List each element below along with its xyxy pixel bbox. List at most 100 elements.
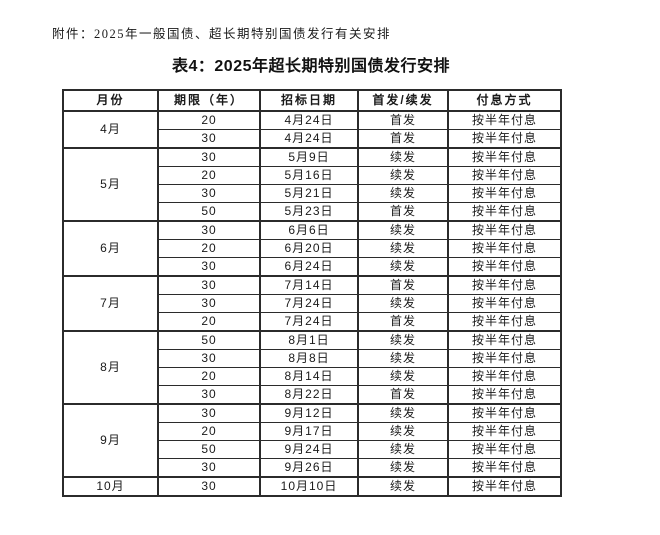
term-cell: 30 [157,129,261,149]
tender-date-cell: 8月1日 [259,330,359,350]
issue-type-cell: 续发 [357,440,449,459]
payment-method-cell: 按半年付息 [447,257,562,277]
term-cell: 20 [157,422,261,441]
table-row: 20 9月17日 续发 按半年付息 [63,422,562,441]
term-cell: 50 [157,440,261,459]
payment-method-cell: 按半年付息 [447,275,562,295]
column-header-tender-date: 招标日期 [259,89,359,112]
payment-method-cell: 按半年付息 [447,312,562,332]
tender-date-cell: 6月20日 [259,239,359,258]
tender-date-cell: 5月23日 [259,202,359,222]
table-row: 20 6月20日 续发 按半年付息 [63,239,562,258]
payment-method-cell: 按半年付息 [447,458,562,478]
term-cell: 30 [157,403,261,423]
term-cell: 30 [157,476,261,497]
month-cell: 7月 [62,275,159,332]
month-cell: 4月 [62,110,159,149]
table-row: 10月 30 10月10日 续发 按半年付息 [62,476,562,497]
term-cell: 30 [157,184,261,203]
term-cell: 30 [157,294,261,313]
bond-issuance-table: 月份 期限（年） 招标日期 首发/续发 付息方式 4月 20 4月24日 首发 按半年付息 30 4… [62,89,562,497]
payment-method-cell: 按半年付息 [447,330,562,350]
tender-date-cell: 6月6日 [259,220,359,240]
term-cell: 30 [157,349,261,368]
issue-type-cell: 首发 [357,385,449,405]
table-row: 30 8月8日 续发 按半年付息 [63,349,562,368]
issue-type-cell: 首发 [357,110,449,130]
month-cell: 9月 [62,403,159,478]
term-cell: 30 [157,147,261,167]
tender-date-cell: 7月24日 [259,312,359,332]
column-header-issue-type: 首发/续发 [357,89,449,112]
issue-type-cell: 续发 [357,239,449,258]
issue-type-cell: 续发 [357,403,449,423]
month-cell: 8月 [62,330,159,405]
table-title: 表4：2025年超长期特别国债发行安排 [172,58,450,75]
term-cell: 30 [157,275,261,295]
term-cell: 30 [157,458,261,478]
payment-method-cell: 按半年付息 [447,202,562,222]
table-row: 9月 30 9月12日 续发 按半年付息 [62,403,562,478]
table-row: 8月 50 8月1日 续发 按半年付息 [62,330,562,405]
table-row: 30 7月24日 续发 按半年付息 [63,294,562,313]
issue-type-cell: 首发 [357,202,449,222]
column-header-payment-method: 付息方式 [447,89,562,112]
issue-type-cell: 续发 [357,166,449,185]
payment-method-cell: 按半年付息 [447,367,562,386]
tender-date-cell: 9月17日 [259,422,359,441]
term-cell: 20 [157,367,261,386]
payment-method-cell: 按半年付息 [447,110,562,130]
issue-type-cell: 续发 [357,367,449,386]
payment-method-cell: 按半年付息 [447,184,562,203]
table-row: 4月 20 4月24日 首发 按半年付息 [62,110,562,149]
table-row: 30 6月24日 续发 按半年付息 [63,257,562,277]
table-body: 4月 20 4月24日 首发 按半年付息 30 4月24日 首发 按半年付息 5月 30 5月9日 续发… [62,110,562,497]
payment-method-cell: 按半年付息 [447,166,562,185]
table-row: 7月 30 7月14日 首发 按半年付息 [62,275,562,332]
issue-type-cell: 续发 [357,422,449,441]
payment-method-cell: 按半年付息 [447,129,562,149]
tender-date-cell: 4月24日 [259,110,359,130]
issue-type-cell: 续发 [357,349,449,368]
column-header-month: 月份 [62,89,159,112]
table-row: 30 5月21日 续发 按半年付息 [63,184,562,203]
tender-date-cell: 9月24日 [259,440,359,459]
table-row: 20 8月14日 续发 按半年付息 [63,367,562,386]
term-cell: 20 [157,239,261,258]
payment-method-cell: 按半年付息 [447,403,562,423]
payment-method-cell: 按半年付息 [447,349,562,368]
issue-type-cell: 续发 [357,147,449,167]
tender-date-cell: 8月22日 [259,385,359,405]
table-head: 月份 期限（年） 招标日期 首发/续发 付息方式 [62,89,562,112]
tender-date-cell: 5月16日 [259,166,359,185]
tender-date-cell: 7月24日 [259,294,359,313]
tender-date-cell: 8月8日 [259,349,359,368]
payment-method-cell: 按半年付息 [447,294,562,313]
tender-date-cell: 5月21日 [259,184,359,203]
issue-type-cell: 首发 [357,312,449,332]
term-cell: 20 [157,110,261,130]
payment-method-cell: 按半年付息 [447,239,562,258]
term-cell: 50 [157,202,261,222]
issue-type-cell: 续发 [357,294,449,313]
month-cell: 10月 [62,476,159,497]
issue-type-cell: 续发 [357,220,449,240]
table-row: 50 5月23日 首发 按半年付息 [63,202,562,222]
payment-method-cell: 按半年付息 [447,385,562,405]
tender-date-cell: 4月24日 [259,129,359,149]
header-row: 月份 期限（年） 招标日期 首发/续发 付息方式 [62,89,562,112]
issue-type-cell: 续发 [357,476,449,497]
term-cell: 50 [157,330,261,350]
term-cell: 20 [157,312,261,332]
issue-type-cell: 续发 [357,184,449,203]
issue-type-cell: 首发 [357,129,449,149]
table-row: 6月 30 6月6日 续发 按半年付息 [62,220,562,277]
attachment-note: 附件：2025年一般国债、超长期特别国债发行有关安排 [52,27,392,41]
tender-date-cell: 9月26日 [259,458,359,478]
term-cell: 20 [157,166,261,185]
payment-method-cell: 按半年付息 [447,147,562,167]
table-row: 5月 30 5月9日 续发 按半年付息 [62,147,562,222]
table-row: 50 9月24日 续发 按半年付息 [63,440,562,459]
tender-date-cell: 7月14日 [259,275,359,295]
